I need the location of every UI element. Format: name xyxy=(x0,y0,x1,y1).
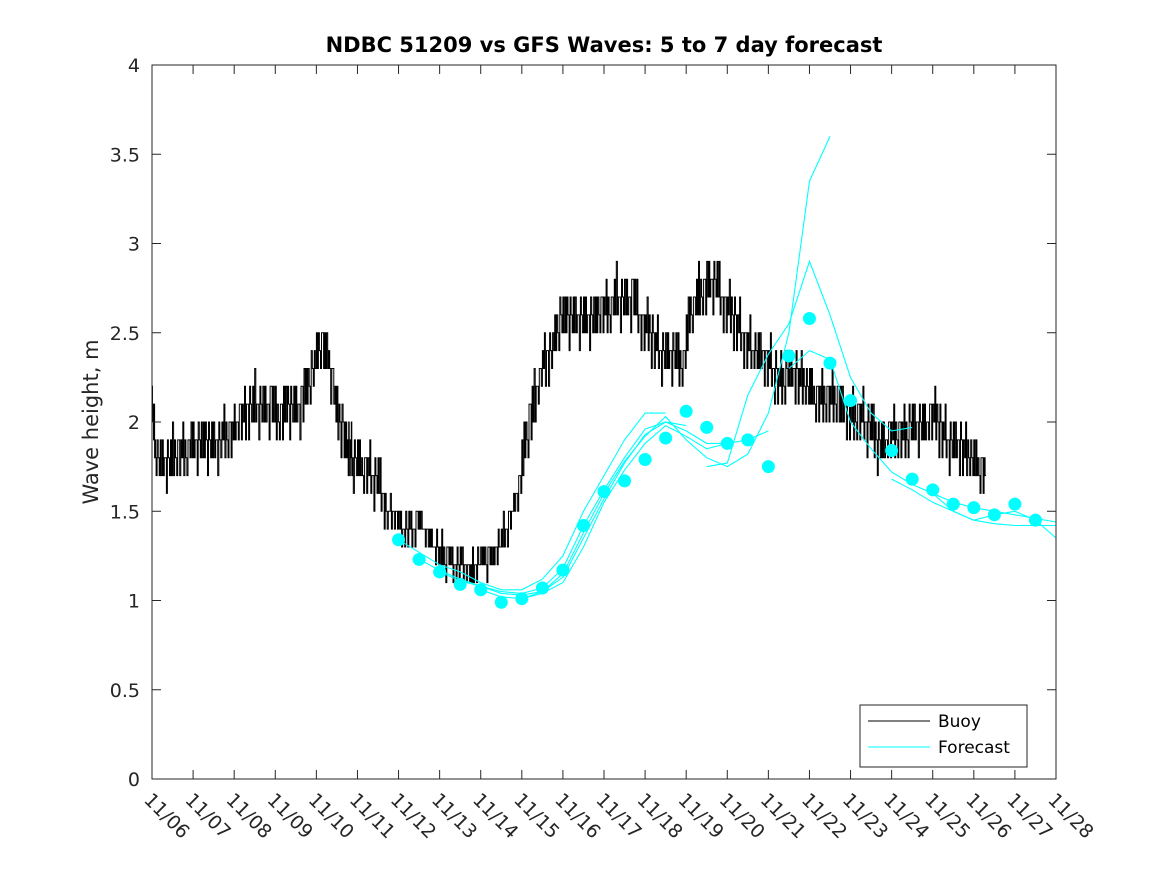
forecast-marker xyxy=(412,552,426,566)
y-tick-label: 0.5 xyxy=(110,680,140,702)
forecast-marker xyxy=(597,485,611,499)
forecast-marker xyxy=(823,356,837,370)
y-tick-label: 1.5 xyxy=(110,501,140,523)
legend-forecast-label: Forecast xyxy=(938,738,1010,758)
y-tick-label: 2.5 xyxy=(110,323,140,345)
forecast-marker xyxy=(700,420,714,434)
legend: Buoy Forecast xyxy=(859,704,1028,768)
forecast-marker xyxy=(761,460,775,474)
forecast-run-line xyxy=(788,349,1057,523)
legend-box xyxy=(859,704,1028,768)
forecast-marker xyxy=(679,404,693,418)
forecast-marker xyxy=(659,431,673,445)
forecast-marker xyxy=(885,444,899,458)
forecast-marker xyxy=(782,349,796,363)
forecast-run-line xyxy=(706,259,913,468)
legend-buoy-label: Buoy xyxy=(938,712,981,732)
buoy-line xyxy=(152,260,987,584)
forecast-marker xyxy=(535,581,549,595)
forecast-marker xyxy=(905,472,919,486)
y-tick-label: 1 xyxy=(128,591,140,613)
forecast-marker xyxy=(987,508,1001,522)
series-layer xyxy=(152,136,1057,609)
forecast-marker xyxy=(392,533,406,547)
y-tick-label: 0 xyxy=(128,769,140,791)
forecast-marker xyxy=(926,483,940,497)
forecast-run-line xyxy=(398,412,666,591)
forecast-marker xyxy=(802,311,816,325)
y-tick-label: 3.5 xyxy=(110,144,140,166)
forecast-marker xyxy=(618,474,632,488)
forecast-marker xyxy=(638,452,652,466)
y-tick-label: 2 xyxy=(128,412,140,434)
forecast-marker xyxy=(474,583,488,597)
forecast-marker xyxy=(515,592,529,606)
forecast-marker xyxy=(844,394,858,408)
forecast-marker xyxy=(1028,513,1042,527)
y-tick-label: 4 xyxy=(128,55,140,77)
forecast-marker xyxy=(453,577,467,591)
forecast-marker xyxy=(967,501,981,515)
forecast-marker xyxy=(1008,497,1022,511)
forecast-marker xyxy=(556,563,570,577)
forecast-run-line xyxy=(439,421,728,596)
chart-title: NDBC 51209 vs GFS Waves: 5 to 7 day fore… xyxy=(326,33,883,57)
forecast-marker xyxy=(494,595,508,609)
forecast-marker xyxy=(576,519,590,533)
y-axis-label: Wave height, m xyxy=(79,339,103,504)
forecast-run-line xyxy=(480,424,769,600)
forecast-marker xyxy=(946,497,960,511)
y-tick-label: 3 xyxy=(128,234,140,256)
forecast-run-line xyxy=(521,136,831,600)
forecast-marker xyxy=(720,436,734,450)
forecast-marker xyxy=(741,433,755,447)
forecast-marker xyxy=(433,565,447,579)
